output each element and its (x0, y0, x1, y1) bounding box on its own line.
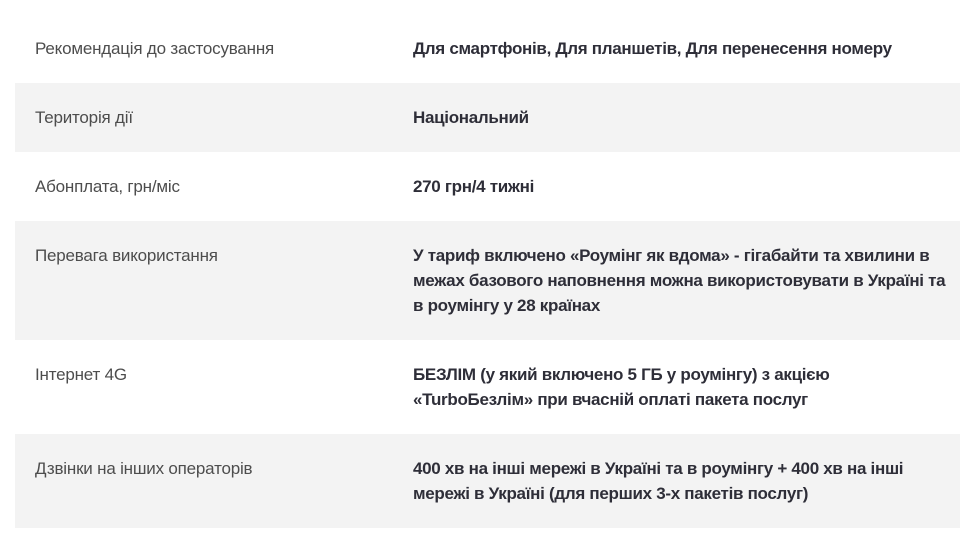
table-row: Абонплата, грн/міс 270 грн/4 тижні (15, 152, 960, 221)
table-row: Рекомендація до застосування Для смартфо… (15, 14, 960, 83)
row-value: 270 грн/4 тижні (413, 177, 535, 196)
table-row: Інтернет 4G БЕЗЛІМ (у який включено 5 ГБ… (15, 340, 960, 434)
row-label: Територія дії (35, 108, 133, 127)
table-row: Територія дії Національний (15, 83, 960, 152)
row-label: Дзвінки на інших операторів (35, 459, 253, 478)
table-row: Перевага використання У тариф включено «… (15, 221, 960, 340)
row-label: Абонплата, грн/міс (35, 177, 180, 196)
row-label: Перевага використання (35, 246, 218, 265)
row-value: 400 хв на інші мережі в Україні та в роу… (413, 459, 904, 503)
tariff-spec-table: Рекомендація до застосування Для смартфо… (15, 14, 960, 528)
row-value: БЕЗЛІМ (у який включено 5 ГБ у роумінгу)… (413, 365, 830, 409)
row-value: У тариф включено «Роумінг як вдома» - гі… (413, 246, 946, 315)
row-label: Рекомендація до застосування (35, 39, 275, 58)
row-label: Інтернет 4G (35, 365, 127, 384)
table-row: Дзвінки на інших операторів 400 хв на ін… (15, 434, 960, 528)
row-value: Національний (413, 108, 529, 127)
row-value: Для смартфонів, Для планшетів, Для перен… (413, 39, 892, 58)
